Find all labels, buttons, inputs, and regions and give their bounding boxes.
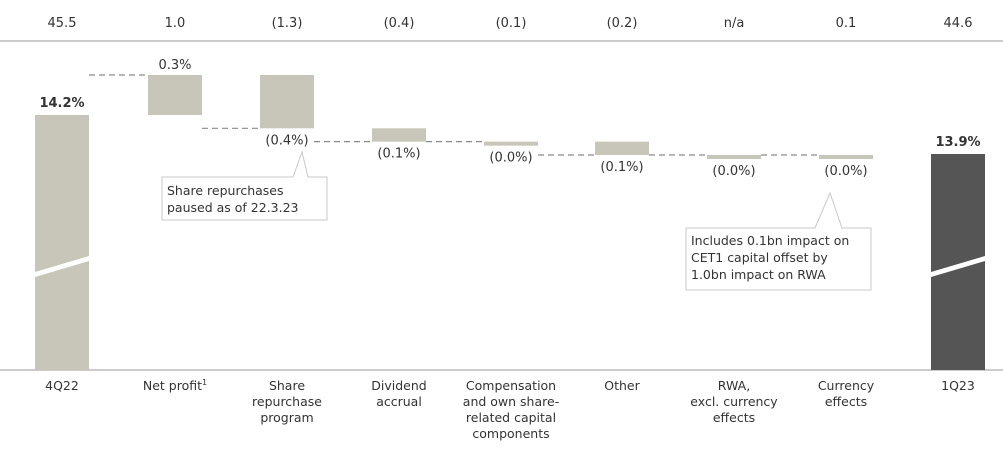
- top-value: 45.5: [48, 16, 77, 31]
- bar-value-label: (0.0%): [824, 164, 867, 179]
- change-bar: [707, 154, 761, 159]
- top-value: 1.0: [165, 16, 186, 31]
- callout-box: [685, 191, 872, 291]
- callout-box: [161, 150, 328, 221]
- category-label: excl. currency: [690, 394, 778, 409]
- bar-labels: 14.2% 0.3% (0.4%) (0.1%) (0.0%) (0.1%) (0.0%) (…: [39, 58, 980, 179]
- top-value: 0.1: [836, 16, 857, 31]
- category-label: related capital: [466, 410, 556, 425]
- category-label: effects: [825, 394, 867, 409]
- category-label: accrual: [376, 394, 422, 409]
- bar-value-label: 0.3%: [158, 58, 191, 73]
- change-bar: [819, 154, 873, 159]
- category-label: RWA,: [718, 378, 750, 393]
- category-label: Currency: [818, 378, 875, 393]
- category-label: effects: [713, 410, 755, 425]
- top-value: n/a: [724, 16, 745, 31]
- callout-share-repurchases: Share repurchases paused as of 22.3.23: [161, 150, 328, 221]
- bar-value-label: 14.2%: [39, 96, 84, 111]
- top-value-row: 45.5 1.0 (1.3) (0.4) (0.1) (0.2) n/a 0.1 44.6: [48, 16, 973, 31]
- category-label: repurchase: [252, 394, 322, 409]
- top-value: (0.4): [384, 16, 415, 31]
- start-bar: [35, 115, 89, 370]
- category-label: program: [260, 410, 313, 425]
- category-label: 4Q22: [45, 378, 79, 393]
- change-bar: [148, 75, 202, 115]
- callout-text-line: 1.0bn impact on RWA: [691, 267, 826, 282]
- top-value: 44.6: [944, 16, 973, 31]
- category-label: 1Q23: [941, 378, 975, 393]
- axis-break-mark: [931, 256, 985, 277]
- callout-text-line: paused as of 22.3.23: [167, 200, 299, 215]
- category-label: Share: [269, 378, 305, 393]
- start-bar-rect: [35, 115, 89, 370]
- bar-value-label: 13.9%: [935, 135, 980, 150]
- callout-text-line: Includes 0.1bn impact on: [691, 233, 849, 248]
- bar-value-label: (0.1%): [377, 147, 420, 162]
- change-bar: [372, 128, 426, 142]
- category-label: Net profit1: [143, 378, 207, 393]
- top-value: (0.1): [496, 16, 527, 31]
- axis-break-mark: [35, 256, 89, 277]
- change-bar: [484, 141, 538, 146]
- category-label: and own share-: [463, 394, 559, 409]
- change-bar: [595, 141, 649, 155]
- callout-text-line: CET1 capital offset by: [691, 250, 828, 265]
- bar-value-label: (0.4%): [265, 133, 308, 148]
- change-bar: [260, 75, 314, 129]
- bar-value-label: (0.1%): [600, 160, 643, 175]
- end-bar: [931, 153, 985, 370]
- bar-value-label: (0.0%): [489, 151, 532, 166]
- top-value: (0.2): [607, 16, 638, 31]
- callout-text-line: Share repurchases: [167, 183, 284, 198]
- category-label: Dividend: [371, 378, 426, 393]
- category-label: Other: [604, 378, 640, 393]
- top-value: (1.3): [272, 16, 303, 31]
- callout-currency-effects: Includes 0.1bn impact on CET1 capital of…: [685, 191, 872, 291]
- bar-value-label: (0.0%): [712, 164, 755, 179]
- bars: [35, 75, 985, 370]
- category-label: components: [472, 426, 549, 441]
- category-label: Compensation: [466, 378, 556, 393]
